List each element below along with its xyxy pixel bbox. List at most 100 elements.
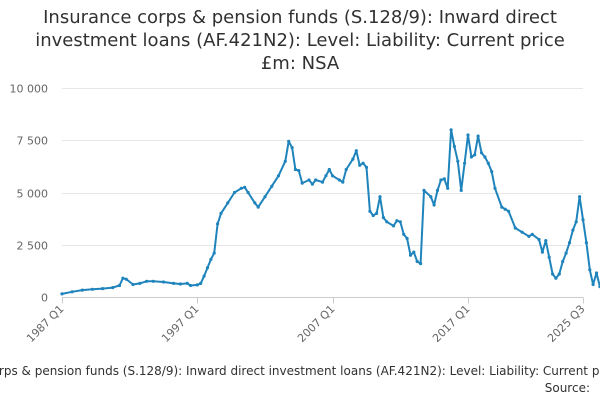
data-point bbox=[567, 241, 572, 245]
data-point bbox=[172, 281, 176, 285]
data-point bbox=[490, 170, 494, 174]
data-point bbox=[375, 211, 379, 215]
data-point bbox=[476, 134, 480, 138]
data-point bbox=[469, 155, 473, 159]
data-point bbox=[354, 149, 358, 153]
data-point bbox=[324, 174, 328, 178]
data-point bbox=[398, 220, 402, 224]
data-point bbox=[530, 232, 534, 236]
data-point bbox=[551, 272, 555, 276]
data-point bbox=[320, 180, 325, 184]
data-point bbox=[189, 283, 193, 288]
data-point bbox=[246, 190, 250, 195]
data-point bbox=[219, 211, 223, 215]
data-point bbox=[361, 161, 365, 165]
data-point bbox=[293, 167, 297, 172]
data-point bbox=[540, 250, 545, 254]
chart-title: Insurance corps & pension funds (S.128/9… bbox=[0, 6, 600, 75]
data-point bbox=[408, 253, 413, 257]
data-point bbox=[483, 155, 487, 159]
footer-caption-text: Insurance corps & pension funds (S.128/9… bbox=[0, 364, 600, 378]
data-point bbox=[337, 178, 341, 182]
data-point bbox=[124, 277, 128, 281]
data-point bbox=[500, 205, 504, 209]
axes bbox=[62, 297, 584, 304]
chart-title-line-2: investment loans (AF.421N2): Level: Liab… bbox=[35, 30, 565, 51]
data-point bbox=[456, 159, 460, 163]
data-point bbox=[419, 262, 423, 266]
x-tick-label: 2007 Q1 bbox=[295, 302, 338, 345]
footer-caption: Insurance corps & pension funds (S.128/9… bbox=[0, 362, 600, 380]
data-point bbox=[90, 287, 94, 291]
data-point bbox=[111, 286, 115, 290]
data-point bbox=[537, 237, 541, 242]
gridlines bbox=[62, 88, 583, 246]
data-point bbox=[571, 228, 575, 232]
data-point bbox=[486, 161, 490, 165]
data-point bbox=[449, 128, 453, 132]
data-point bbox=[243, 185, 247, 189]
data-point bbox=[402, 232, 406, 236]
data-point bbox=[378, 195, 382, 199]
data-point bbox=[405, 236, 409, 241]
data-point bbox=[364, 165, 369, 169]
data-point bbox=[216, 222, 220, 226]
data-point bbox=[561, 259, 565, 264]
data-point bbox=[297, 169, 301, 173]
data-point bbox=[381, 216, 385, 220]
y-tick-label: 10 000 bbox=[10, 83, 49, 96]
data-point bbox=[101, 287, 105, 291]
data-point bbox=[415, 259, 419, 264]
data-point bbox=[513, 226, 517, 230]
x-tick-label: 2017 Q1 bbox=[430, 302, 473, 345]
data-point bbox=[212, 251, 216, 255]
data-point bbox=[463, 161, 467, 165]
data-point bbox=[117, 283, 122, 288]
chart-title-line-1: Insurance corps & pension funds (S.128/9… bbox=[43, 7, 557, 28]
data-point bbox=[131, 282, 135, 287]
data-point bbox=[239, 186, 243, 190]
data-point bbox=[287, 139, 291, 143]
data-point bbox=[351, 157, 355, 161]
data-point bbox=[459, 188, 463, 192]
footer-source: Source: bbox=[544, 381, 590, 395]
data-point bbox=[358, 163, 362, 167]
data-point bbox=[195, 283, 199, 287]
y-tick-label: 7 500 bbox=[17, 135, 49, 148]
data-point bbox=[395, 219, 399, 223]
data-point bbox=[310, 182, 314, 186]
data-point bbox=[507, 209, 511, 213]
data-point bbox=[368, 209, 372, 213]
data-point bbox=[557, 272, 561, 276]
data-point bbox=[253, 201, 257, 205]
data-point bbox=[520, 230, 524, 234]
data-point bbox=[202, 274, 206, 278]
data-point bbox=[327, 167, 331, 172]
data-point bbox=[151, 279, 155, 283]
data-point bbox=[446, 186, 450, 190]
data-point bbox=[503, 207, 507, 211]
data-point bbox=[205, 266, 210, 270]
data-point bbox=[591, 282, 595, 287]
data-point bbox=[584, 241, 589, 245]
data-point bbox=[314, 178, 318, 182]
data-point bbox=[547, 255, 551, 259]
data-point bbox=[270, 184, 274, 188]
x-tick-label: 1987 Q1 bbox=[24, 302, 67, 345]
data-point bbox=[276, 174, 281, 178]
y-tick-label: 2 500 bbox=[17, 240, 49, 253]
data-point bbox=[452, 144, 456, 149]
data-point bbox=[209, 257, 213, 261]
data-point bbox=[226, 201, 230, 205]
data-point bbox=[307, 178, 311, 182]
chart-title-line-3: £m: NSA bbox=[260, 53, 340, 74]
data-point bbox=[466, 133, 470, 137]
data-point bbox=[263, 195, 267, 199]
data-point bbox=[290, 146, 294, 150]
data-point bbox=[564, 251, 568, 255]
data-point bbox=[232, 190, 237, 195]
data-point bbox=[344, 167, 348, 172]
data-point bbox=[70, 290, 74, 294]
data-point bbox=[432, 203, 436, 207]
